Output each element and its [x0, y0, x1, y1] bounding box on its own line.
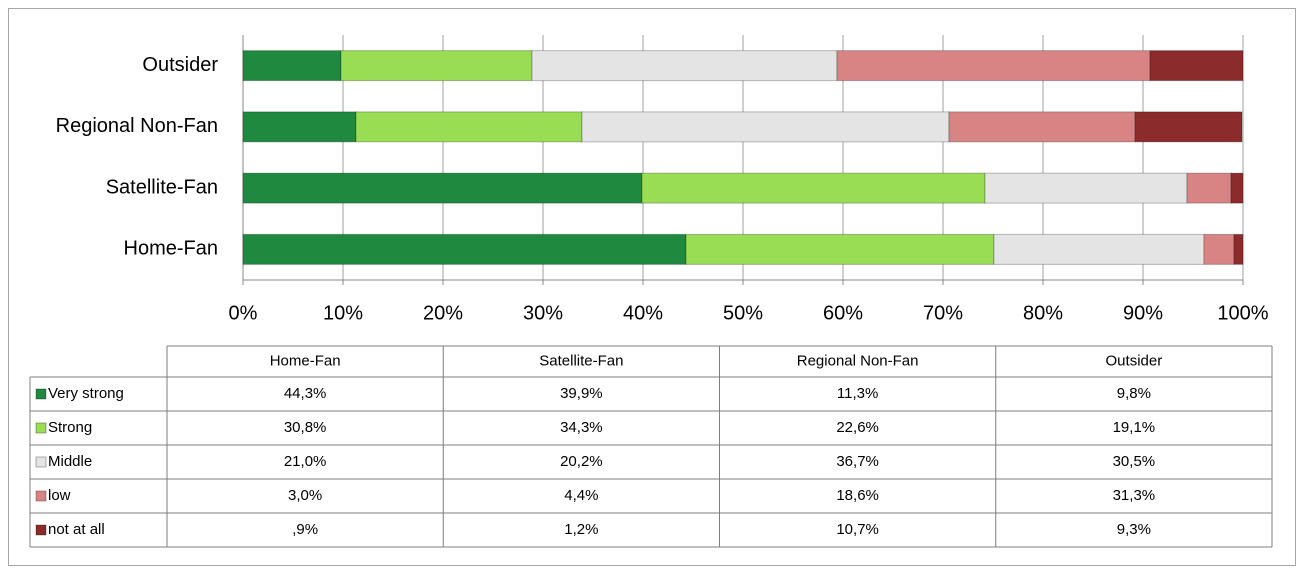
legend-label: Very strong	[48, 385, 124, 402]
bar-segment	[993, 233, 1205, 265]
bar-segment	[1149, 50, 1244, 82]
legend-swatch	[35, 490, 47, 502]
bar-segment	[948, 111, 1136, 143]
table-cell: 18,6%	[836, 487, 879, 504]
table-cell: 20,2%	[560, 453, 603, 470]
x-tick-label: 60%	[823, 302, 863, 324]
table-cell: 39,9%	[560, 385, 603, 402]
table-cell: 9,8%	[1117, 385, 1151, 402]
table-cell: 44,3%	[284, 385, 327, 402]
bar-segment	[1233, 233, 1244, 265]
bar-segment	[242, 111, 357, 143]
table-cell: 1,2%	[564, 521, 598, 538]
table-header: Satellite-Fan	[539, 352, 623, 369]
bar-segment	[242, 172, 643, 204]
x-tick-label: 70%	[923, 302, 963, 324]
bar-segment	[641, 172, 986, 204]
bar-segment	[1230, 172, 1244, 204]
bar-segment	[242, 233, 687, 265]
table-cell: 9,3%	[1117, 521, 1151, 538]
x-tick-label: 90%	[1123, 302, 1163, 324]
legend-label: low	[48, 487, 71, 504]
table-header: Regional Non-Fan	[797, 352, 919, 369]
chart-border	[8, 8, 1296, 566]
x-tick-label: 0%	[229, 302, 258, 324]
table-cell: 36,7%	[836, 453, 879, 470]
legend-label: not at all	[48, 521, 105, 538]
table-cell: 22,6%	[836, 419, 879, 436]
legend-swatch	[35, 422, 47, 434]
category-label: Outsider	[142, 54, 218, 76]
table-header: Home-Fan	[270, 352, 341, 369]
bar-segment	[340, 50, 533, 82]
table-cell: 21,0%	[284, 453, 327, 470]
table-cell: 30,5%	[1113, 453, 1156, 470]
bar-segment	[531, 50, 838, 82]
bar-segment	[1203, 233, 1235, 265]
x-tick-label: 10%	[323, 302, 363, 324]
x-tick-label: 80%	[1023, 302, 1063, 324]
table-header: Outsider	[1106, 352, 1163, 369]
legend-label: Middle	[48, 453, 92, 470]
bar-segment	[355, 111, 583, 143]
x-tick-label: 50%	[723, 302, 763, 324]
table-cell: 30,8%	[284, 419, 327, 436]
table-cell: 11,3%	[837, 385, 878, 402]
legend-swatch	[35, 456, 47, 468]
x-tick-label: 20%	[423, 302, 463, 324]
table-cell: 19,1%	[1113, 419, 1156, 436]
bar-segment	[1186, 172, 1232, 204]
bar-segment	[836, 50, 1151, 82]
legend-swatch	[35, 524, 47, 536]
table-cell: 3,0%	[288, 487, 322, 504]
table-cell: 31,3%	[1113, 487, 1156, 504]
table-cell: ,9%	[292, 521, 318, 538]
legend-swatch	[35, 388, 47, 400]
bar-segment	[1134, 111, 1243, 143]
legend-label: Strong	[48, 419, 92, 436]
table-cell: 4,4%	[564, 487, 598, 504]
category-label: Satellite-Fan	[106, 176, 218, 198]
bar-segment	[685, 233, 995, 265]
table-cell: 10,7%	[836, 521, 879, 538]
x-tick-label: 100%	[1217, 302, 1268, 324]
bar-segment	[242, 50, 342, 82]
bar-segment	[984, 172, 1188, 204]
bar-segment	[581, 111, 950, 143]
category-label: Home-Fan	[124, 238, 218, 260]
table-cell: 34,3%	[560, 419, 603, 436]
x-tick-label: 40%	[623, 302, 663, 324]
category-label: Regional Non-Fan	[56, 115, 218, 137]
x-tick-label: 30%	[523, 302, 563, 324]
